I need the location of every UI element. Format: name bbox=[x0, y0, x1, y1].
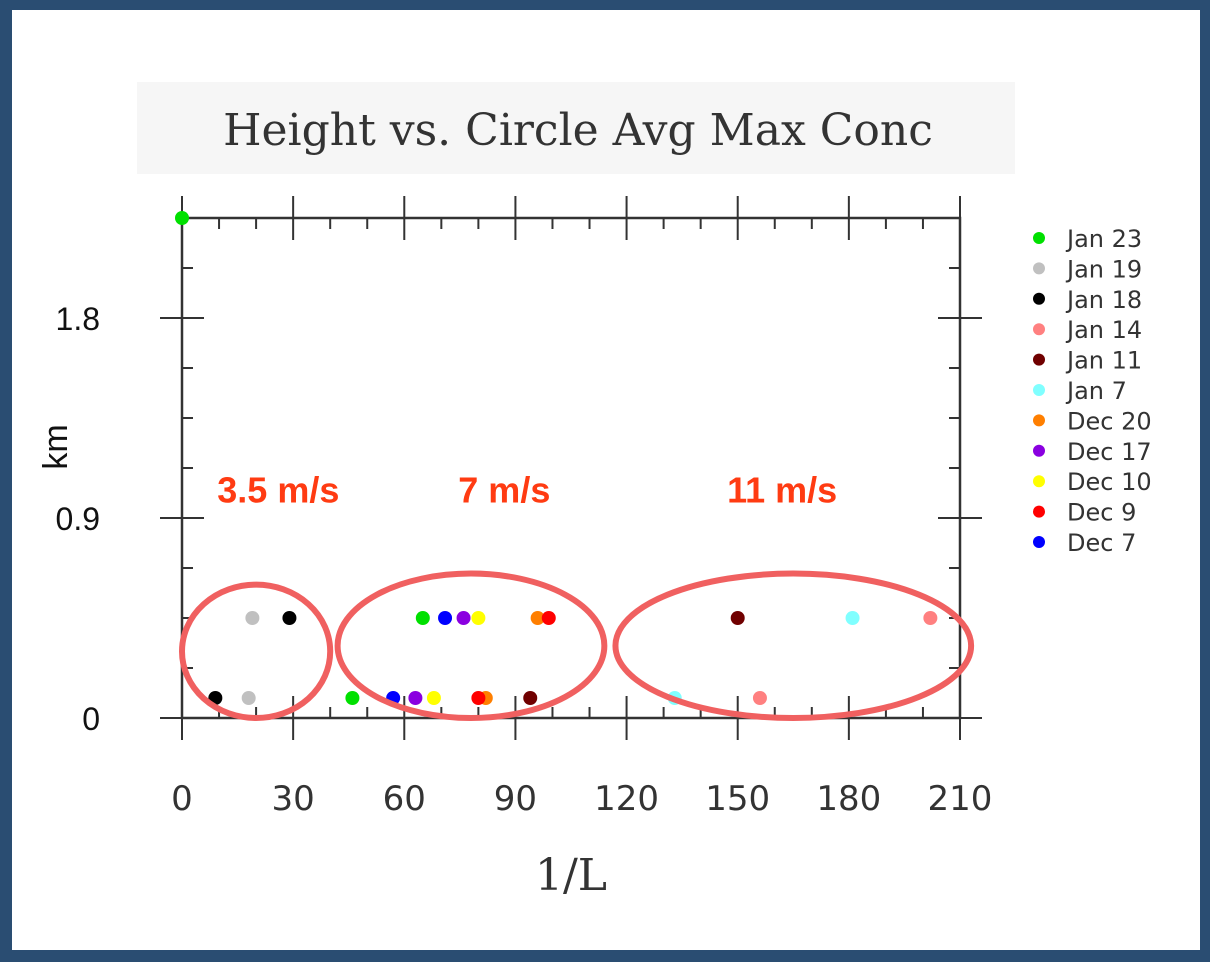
group-ellipse bbox=[179, 581, 334, 721]
data-point-dec-17 bbox=[456, 611, 471, 625]
data-point-jan-19 bbox=[245, 611, 260, 625]
data-point-jan-18 bbox=[282, 611, 297, 625]
legend-label: Dec 10 bbox=[1067, 468, 1152, 496]
legend-label: Jan 11 bbox=[1065, 347, 1142, 375]
legend-marker bbox=[1033, 414, 1045, 427]
y-tick-label: 0.9 bbox=[56, 501, 100, 537]
scatter-chart: Height vs. Circle Avg Max Conc 0 30 60 90 12… bbox=[37, 82, 1152, 901]
data-point-dec-17 bbox=[408, 691, 423, 705]
legend-label: Dec 9 bbox=[1067, 499, 1136, 527]
plot-frame bbox=[180, 216, 962, 720]
x-tick-label: 150 bbox=[705, 779, 770, 819]
speed-annotation: 11 m/s bbox=[727, 469, 837, 510]
y-axis-label: km bbox=[37, 424, 75, 469]
legend-label: Dec 17 bbox=[1067, 438, 1152, 466]
speed-annotation: 3.5 m/s bbox=[217, 469, 339, 510]
x-tick-label: 210 bbox=[928, 779, 993, 819]
title-background bbox=[137, 82, 1015, 174]
data-point-jan-19 bbox=[241, 691, 256, 705]
legend-label: Jan 23 bbox=[1065, 225, 1142, 253]
x-tick-label: 30 bbox=[272, 779, 315, 819]
legend-label: Jan 7 bbox=[1065, 377, 1127, 405]
legend-marker bbox=[1033, 384, 1045, 396]
legend-marker bbox=[1033, 323, 1045, 336]
legend-marker bbox=[1033, 444, 1045, 457]
data-point-dec-9 bbox=[541, 611, 556, 625]
speed-annotation: 7 m/s bbox=[458, 469, 550, 510]
group-ellipse bbox=[612, 570, 975, 721]
x-tick-label: 120 bbox=[594, 779, 659, 819]
x-axis-label: 1/L bbox=[535, 850, 607, 901]
data-point-jan-7 bbox=[845, 611, 860, 625]
legend-label: Jan 14 bbox=[1065, 316, 1142, 344]
legend-label: Jan 18 bbox=[1065, 286, 1142, 314]
data-point-dec-10 bbox=[426, 691, 441, 705]
x-tick-label: 180 bbox=[816, 779, 881, 819]
y-tick-label: 0 bbox=[82, 701, 100, 737]
legend-marker bbox=[1033, 232, 1045, 244]
slide: Height vs. Circle Avg Max Conc 0 30 60 90 12… bbox=[12, 10, 1200, 950]
y-tick-label: 1.8 bbox=[56, 301, 100, 337]
chart-title: Height vs. Circle Avg Max Conc bbox=[223, 105, 933, 156]
group-ellipse bbox=[334, 570, 608, 721]
legend-marker bbox=[1033, 353, 1045, 366]
x-tick-label: 60 bbox=[383, 779, 426, 819]
legend-marker bbox=[1033, 475, 1045, 488]
legend-marker bbox=[1033, 505, 1045, 518]
legend-label: Dec 7 bbox=[1067, 529, 1136, 557]
x-tick-label: 90 bbox=[494, 779, 537, 819]
data-point-jan-14 bbox=[923, 611, 938, 625]
data-point-jan-11 bbox=[730, 611, 745, 625]
data-point-jan-11 bbox=[523, 691, 538, 705]
data-point-jan-14 bbox=[752, 691, 767, 705]
data-point-dec-20 bbox=[530, 611, 545, 625]
data-point-dec-7 bbox=[438, 611, 453, 625]
legend-marker bbox=[1033, 262, 1045, 275]
data-point-jan-23 bbox=[345, 691, 360, 705]
data-point-jan-23 bbox=[175, 211, 189, 225]
data-point-dec-10 bbox=[471, 611, 486, 625]
legend-marker bbox=[1033, 292, 1045, 305]
legend-marker bbox=[1033, 536, 1045, 548]
legend-label: Jan 19 bbox=[1065, 255, 1142, 283]
legend-label: Dec 20 bbox=[1067, 407, 1152, 435]
data-point-jan-23 bbox=[415, 611, 430, 625]
x-tick-label: 0 bbox=[171, 779, 193, 819]
data-point-dec-9 bbox=[471, 691, 486, 705]
